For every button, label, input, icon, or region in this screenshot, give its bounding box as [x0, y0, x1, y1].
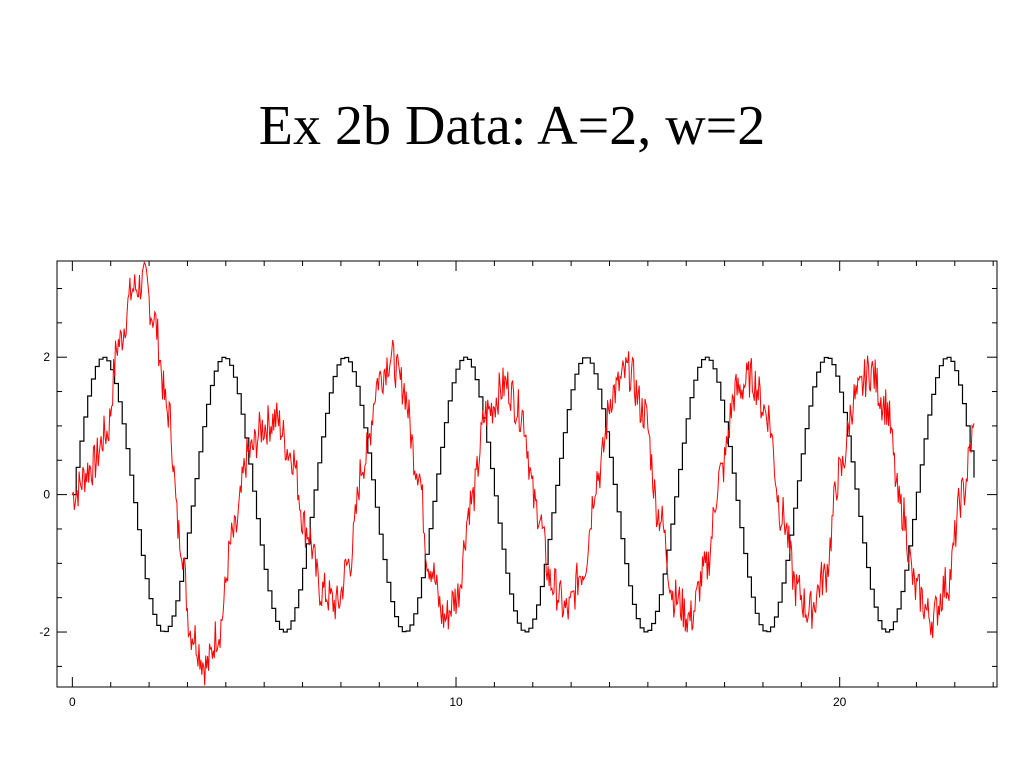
axis-ticks — [57, 261, 997, 687]
x-tick-label: 0 — [69, 695, 76, 709]
axis-tick-labels: 0 10 20 -2 0 2 — [39, 350, 846, 709]
series-red-line — [71, 260, 975, 686]
y-tick-label: -2 — [39, 625, 50, 639]
x-tick-label: 20 — [833, 695, 847, 709]
x-tick-label: 10 — [449, 695, 463, 709]
plot-frame — [56, 260, 998, 688]
y-tick-label: 2 — [43, 350, 50, 364]
slide-title: Ex 2b Data: A=2, w=2 — [258, 95, 766, 157]
series-black-line — [72, 356, 975, 633]
y-tick-label: 0 — [43, 488, 50, 502]
series-layer — [71, 260, 975, 686]
